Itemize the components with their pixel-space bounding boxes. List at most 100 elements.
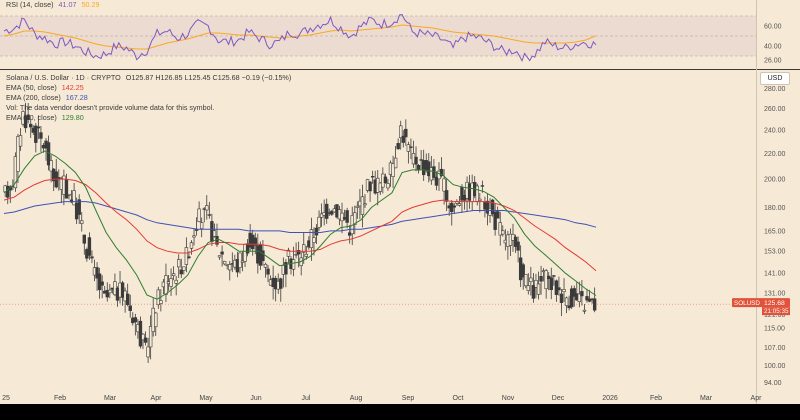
- candle: [409, 138, 413, 160]
- ema50-line: [3, 178, 597, 272]
- candle: [304, 245, 309, 260]
- candle: [526, 273, 531, 295]
- candle: [199, 217, 204, 238]
- symbol-line[interactable]: Solana / U.S. Dollar · 1D · CRYPTO O125.…: [6, 73, 291, 83]
- rsi-ma-legend-value: 50.29: [81, 0, 100, 9]
- ema50-legend[interactable]: EMA (50, close) 142.25: [6, 83, 291, 93]
- candle-body: [493, 211, 497, 230]
- candle: [485, 193, 490, 226]
- candle: [128, 294, 132, 318]
- candle-body: [146, 346, 150, 358]
- candle-body: [245, 243, 250, 254]
- candle: [406, 141, 411, 164]
- bottom-bar: [0, 404, 800, 420]
- candle: [184, 237, 189, 273]
- candle-body: [498, 222, 502, 236]
- rsi-legend-value: 41.07: [58, 0, 77, 9]
- candle: [100, 275, 104, 299]
- candle: [393, 145, 398, 169]
- candle: [314, 224, 319, 245]
- candle-body: [490, 199, 495, 215]
- candle-body: [480, 185, 485, 187]
- candle: [133, 313, 138, 336]
- volume-note-text: Vol: The data vendor doesn't provide vol…: [6, 103, 215, 112]
- candle-body: [164, 275, 168, 295]
- candle-body: [582, 309, 587, 312]
- x-tick-label: Mar: [104, 395, 117, 402]
- candle-body: [291, 259, 296, 270]
- x-tick-label: Feb: [650, 395, 662, 402]
- candle-body: [396, 143, 400, 150]
- candle: [569, 285, 574, 309]
- ema20-value: 129.80: [61, 113, 84, 122]
- candle: [557, 276, 561, 296]
- price-badge-bg: [732, 298, 790, 308]
- candle: [552, 275, 556, 286]
- candle: [582, 303, 587, 315]
- candle: [177, 254, 181, 279]
- candle: [559, 289, 564, 316]
- candle-body: [212, 230, 217, 237]
- candle-body: [314, 227, 319, 236]
- candle: [138, 316, 143, 349]
- candle-body: [77, 199, 81, 215]
- candle: [539, 265, 543, 295]
- price-tick-label: 121.00: [764, 312, 786, 319]
- candle: [475, 183, 479, 206]
- candle-body: [263, 263, 268, 268]
- candle: [67, 193, 71, 200]
- candle: [197, 201, 201, 223]
- ema20-legend[interactable]: EMA (20, close) 129.80: [6, 113, 291, 123]
- candle: [18, 128, 23, 151]
- candle-body: [13, 156, 18, 189]
- main-legend: Solana / U.S. Dollar · 1D · CRYPTO O125.…: [6, 73, 291, 123]
- candle: [108, 284, 112, 299]
- candle-body: [199, 222, 204, 229]
- price-tick-label: 153.00: [764, 249, 786, 256]
- candle-body: [557, 287, 561, 291]
- candle: [391, 155, 395, 188]
- candle: [419, 150, 423, 170]
- x-tick-label: Jul: [302, 395, 311, 402]
- candle-body: [353, 212, 357, 226]
- candle: [207, 201, 212, 219]
- candle-body: [16, 136, 20, 172]
- candle: [146, 337, 150, 363]
- candle: [220, 245, 224, 267]
- candle: [36, 115, 41, 140]
- candle: [105, 282, 109, 302]
- rsi-tick-label: 26.00: [764, 58, 782, 65]
- ema50-label: EMA (50, close): [6, 83, 57, 92]
- candle-body: [34, 125, 38, 143]
- candle: [495, 206, 500, 219]
- candle-body: [317, 216, 321, 228]
- candle: [13, 152, 18, 192]
- candle-body: [95, 267, 99, 279]
- candle: [286, 247, 291, 264]
- candle: [253, 232, 257, 255]
- price-tick-label: 260.00: [764, 106, 786, 113]
- candle-body: [393, 157, 398, 169]
- x-tick-label: Dec: [552, 395, 565, 402]
- candle: [340, 202, 344, 234]
- currency-selector[interactable]: USD: [760, 72, 790, 85]
- candle-body: [325, 203, 329, 219]
- candle-body: [18, 135, 23, 147]
- candle-body: [370, 176, 375, 178]
- candle: [80, 211, 84, 232]
- candle: [6, 181, 10, 205]
- candle-body: [120, 282, 125, 298]
- price-tick-label: 280.00: [764, 86, 786, 93]
- candle-body: [72, 190, 76, 206]
- candle: [179, 258, 183, 278]
- candle-body: [67, 193, 71, 196]
- candle-body: [36, 126, 41, 129]
- x-tick-label: Sep: [402, 395, 415, 402]
- candle: [23, 102, 28, 133]
- ema200-legend[interactable]: EMA (200, close) 167.28: [6, 93, 291, 103]
- candle-body: [194, 229, 199, 231]
- candle: [182, 266, 186, 275]
- ema200-value: 167.28: [65, 93, 88, 102]
